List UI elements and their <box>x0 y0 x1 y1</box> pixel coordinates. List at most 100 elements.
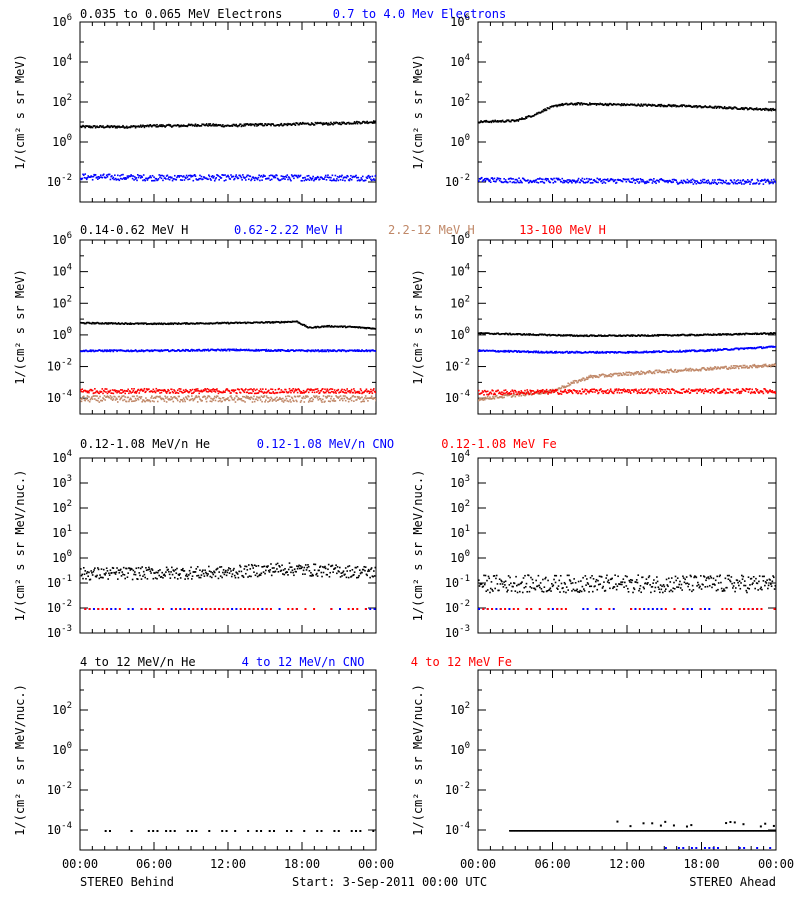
data-point <box>644 182 646 185</box>
data-point <box>495 120 498 123</box>
data-point <box>309 397 311 400</box>
data-point <box>237 397 240 399</box>
data-point <box>478 180 480 182</box>
data-point <box>375 350 376 352</box>
data-point <box>121 178 124 180</box>
data-point <box>259 175 262 178</box>
data-point <box>330 326 332 328</box>
data-point <box>105 391 107 393</box>
data-point <box>122 395 125 397</box>
data-point <box>621 103 623 105</box>
data-point <box>588 375 590 378</box>
data-point <box>775 365 776 367</box>
data-point <box>261 123 263 125</box>
data-point <box>566 385 569 387</box>
data-point <box>566 350 569 353</box>
data-point <box>524 394 527 396</box>
data-point <box>653 178 655 180</box>
data-point <box>749 364 752 367</box>
data-point <box>609 375 611 377</box>
data-point <box>612 104 614 106</box>
data-point <box>178 349 181 352</box>
data-point <box>227 321 229 324</box>
data-point <box>133 179 135 181</box>
data-point <box>82 173 84 176</box>
data-point <box>265 388 267 391</box>
data-point <box>341 388 343 391</box>
data-point <box>775 181 776 184</box>
data-point <box>356 349 359 351</box>
data-point <box>657 103 660 106</box>
data-point <box>742 107 745 109</box>
data-point <box>732 181 734 184</box>
data-point <box>553 351 555 354</box>
data-point <box>546 334 549 337</box>
data-point <box>118 395 121 398</box>
data-point <box>560 104 563 106</box>
data-point <box>485 390 488 393</box>
data-point <box>248 396 251 399</box>
data-point <box>600 388 602 390</box>
data-point <box>358 349 360 351</box>
data-point <box>186 322 189 325</box>
data-point <box>93 395 95 397</box>
data-point <box>736 182 739 185</box>
data-point <box>539 390 541 392</box>
data-point <box>302 177 305 179</box>
data-point <box>169 391 172 394</box>
data-point <box>670 351 673 353</box>
data-point <box>145 390 147 393</box>
data-point <box>255 123 257 126</box>
data-point <box>548 333 551 336</box>
data-point <box>313 350 316 353</box>
data-point <box>596 390 599 392</box>
data-point <box>483 397 485 399</box>
data-point <box>708 181 710 183</box>
data-point <box>562 179 565 182</box>
data-point <box>240 176 243 179</box>
data-point <box>650 391 653 394</box>
data-point <box>690 370 692 372</box>
data-point <box>177 124 180 127</box>
data-point <box>490 392 493 395</box>
data-point <box>347 400 350 403</box>
data-point <box>166 390 169 393</box>
data-point <box>340 389 343 392</box>
data-point <box>489 120 492 123</box>
data-point <box>293 400 295 403</box>
data-point <box>124 396 126 398</box>
data-point <box>158 389 161 391</box>
data-point <box>541 180 543 183</box>
data-point <box>251 388 254 391</box>
data-point <box>707 179 710 182</box>
data-point <box>270 349 272 351</box>
data-point <box>761 179 764 182</box>
data-point <box>488 393 491 395</box>
data-point <box>493 392 496 395</box>
data-point <box>632 391 635 393</box>
data-point <box>142 125 145 127</box>
data-point <box>311 400 314 403</box>
data-point <box>375 119 376 122</box>
data-point <box>740 365 742 367</box>
data-point <box>329 123 331 126</box>
data-point <box>243 396 246 398</box>
data-point <box>151 179 153 182</box>
data-point <box>347 398 349 400</box>
data-point <box>762 365 765 368</box>
data-point <box>483 394 485 396</box>
data-point <box>586 376 588 379</box>
data-point <box>170 323 172 325</box>
data-point <box>221 125 223 128</box>
data-point <box>494 349 496 352</box>
data-point <box>565 181 568 183</box>
data-point <box>165 397 167 399</box>
data-point <box>292 175 294 177</box>
data-point <box>153 323 155 325</box>
data-point <box>651 182 654 184</box>
series-protons-behind-1 <box>80 348 376 353</box>
data-point <box>213 390 215 392</box>
data-point <box>635 178 638 181</box>
data-point <box>123 398 126 401</box>
data-point <box>359 388 362 390</box>
